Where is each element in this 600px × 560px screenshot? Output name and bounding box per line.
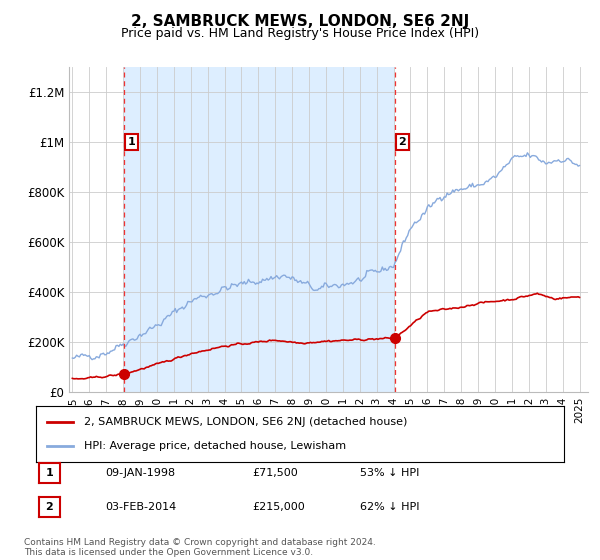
Text: 2: 2 xyxy=(398,137,406,147)
Text: 03-FEB-2014: 03-FEB-2014 xyxy=(105,502,176,512)
Text: Price paid vs. HM Land Registry's House Price Index (HPI): Price paid vs. HM Land Registry's House … xyxy=(121,27,479,40)
Text: 2, SAMBRUCK MEWS, LONDON, SE6 2NJ: 2, SAMBRUCK MEWS, LONDON, SE6 2NJ xyxy=(131,14,469,29)
Text: 62% ↓ HPI: 62% ↓ HPI xyxy=(360,502,419,512)
Bar xyxy=(124,67,395,392)
Text: £71,500: £71,500 xyxy=(252,468,298,478)
Text: 1: 1 xyxy=(127,137,135,147)
Text: 09-JAN-1998: 09-JAN-1998 xyxy=(105,468,175,478)
Text: 1: 1 xyxy=(46,468,53,478)
Text: 2, SAMBRUCK MEWS, LONDON, SE6 2NJ (detached house): 2, SAMBRUCK MEWS, LONDON, SE6 2NJ (detac… xyxy=(83,417,407,427)
Text: 2: 2 xyxy=(46,502,53,512)
Text: Contains HM Land Registry data © Crown copyright and database right 2024.
This d: Contains HM Land Registry data © Crown c… xyxy=(24,538,376,557)
Text: £215,000: £215,000 xyxy=(252,502,305,512)
Text: HPI: Average price, detached house, Lewisham: HPI: Average price, detached house, Lewi… xyxy=(83,441,346,451)
Text: 53% ↓ HPI: 53% ↓ HPI xyxy=(360,468,419,478)
